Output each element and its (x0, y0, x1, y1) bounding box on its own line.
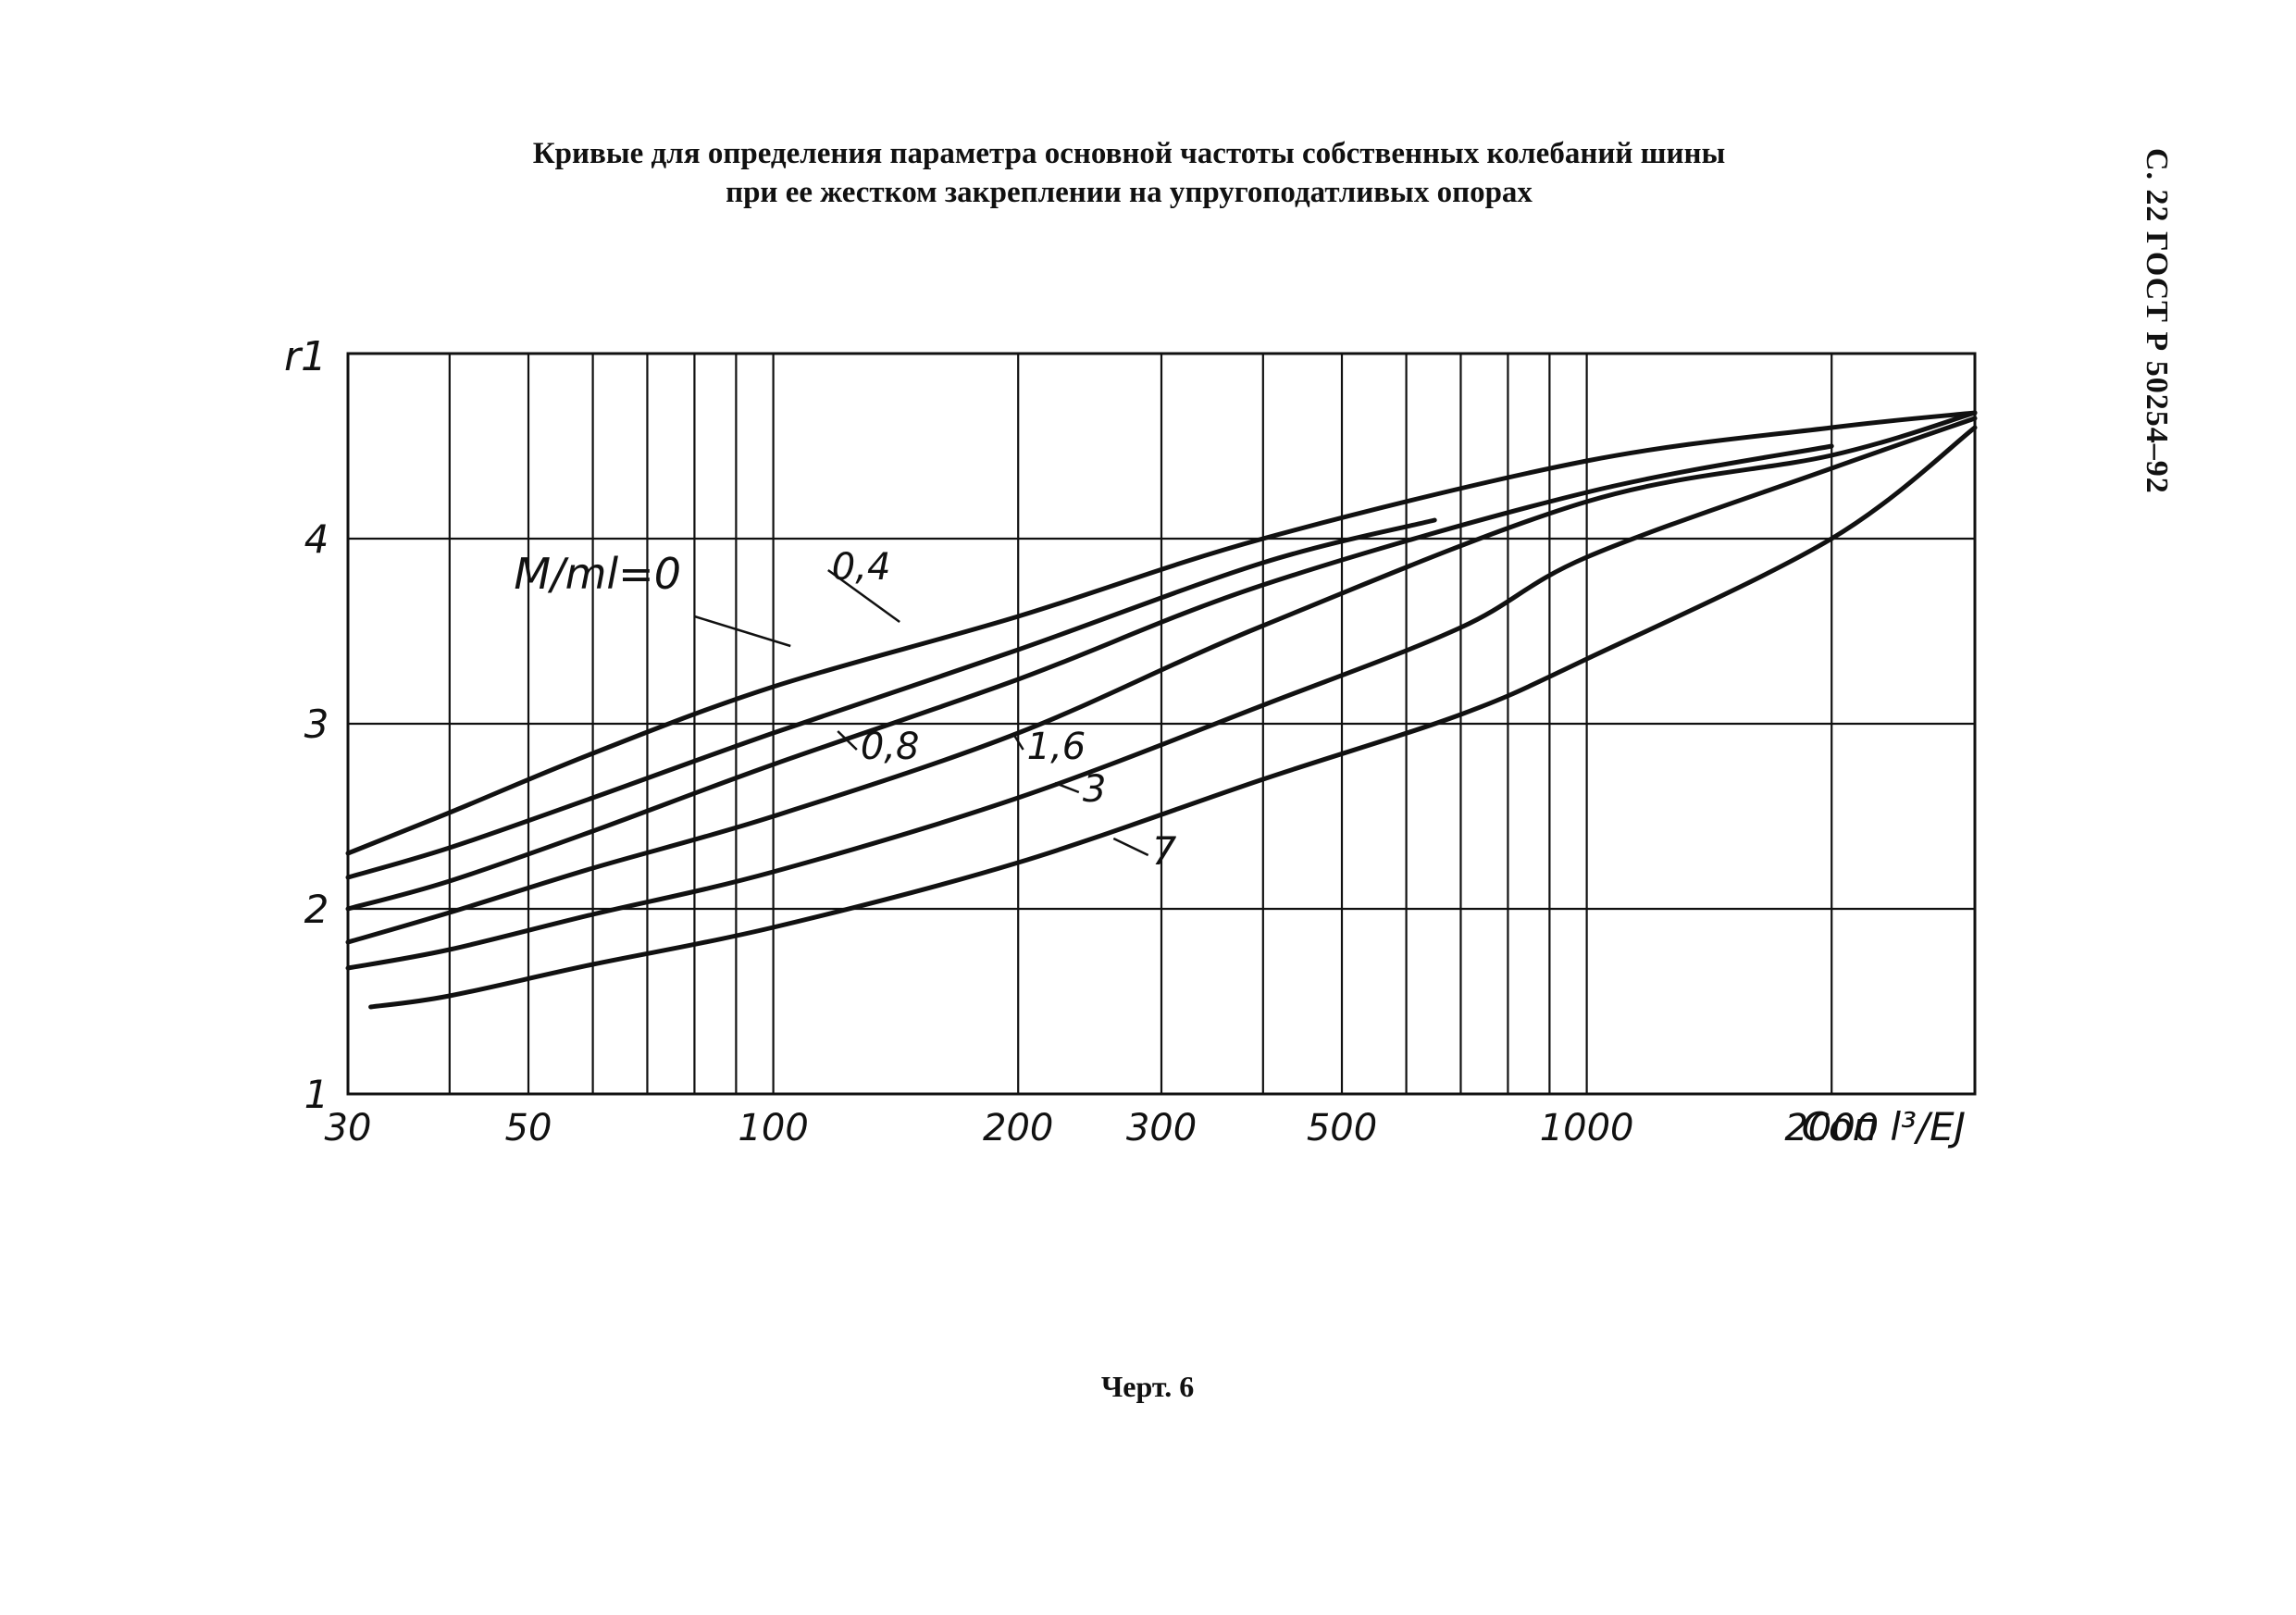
x-tick-label-500: 500 (1307, 1107, 1377, 1149)
curve-label-1: M/ml=0 (514, 549, 681, 599)
leader-3 (837, 730, 858, 751)
curve-2 (345, 517, 1437, 880)
chart-title-line-1: Кривые для определения параметра основно… (532, 137, 1726, 170)
curve-6 (368, 425, 1978, 1010)
y-tick-label-4: 4 (304, 516, 329, 562)
label-leaders (694, 568, 1149, 857)
leader-1 (694, 615, 791, 648)
y-tick-label-2: 2 (304, 887, 329, 932)
page-header-side: С. 22 ГОСТ Р 50254–92 (2128, 148, 2184, 537)
chart-title-line-2: при ее жестком закреплении на упругопода… (726, 176, 1533, 209)
y-axis-label: r1 (284, 333, 327, 380)
x-tick-label-1000: 1000 (1540, 1107, 1634, 1149)
leader-5 (1054, 781, 1080, 794)
curve-label-4: 1,6 (1027, 726, 1086, 768)
x-axis-label: Cоп l³/EJ (1802, 1104, 1966, 1149)
y-tick-label-1: 1 (304, 1072, 329, 1117)
leader-6 (1112, 837, 1149, 857)
curve-5 (345, 416, 1978, 971)
plot-frame (346, 352, 1977, 1096)
curve-label-6: 7 (1152, 828, 1177, 874)
curve-label-3: 0,8 (861, 726, 920, 768)
labels: 30 50 100 200 300 500 1000 2000 1 2 3 4 r1 Cоп l³/EJ M… (284, 333, 1966, 1149)
x-tick-label-100: 100 (738, 1107, 808, 1149)
x-tick-label-30: 30 (325, 1107, 372, 1149)
curves (345, 410, 1978, 1010)
curve-3 (345, 443, 1834, 912)
figure-caption: Черт. 6 (1100, 1370, 1195, 1403)
curve-1 (345, 410, 1978, 856)
x-tick-label-50: 50 (505, 1107, 552, 1149)
side-header-text: С. 22 ГОСТ Р 50254–92 (2140, 148, 2174, 494)
y-tick-label-3: 3 (304, 702, 329, 747)
curve-label-2: 0,4 (832, 546, 891, 589)
x-tick-label-200: 200 (983, 1107, 1053, 1149)
x-tick-label-2000: 2000 (1784, 1107, 1879, 1149)
grid (346, 354, 1977, 1094)
leader-4 (1011, 732, 1024, 751)
curve-label-5: 3 (1083, 768, 1106, 811)
leader-2 (827, 568, 900, 624)
curve-4 (345, 410, 1978, 945)
x-tick-label-300: 300 (1126, 1107, 1197, 1149)
